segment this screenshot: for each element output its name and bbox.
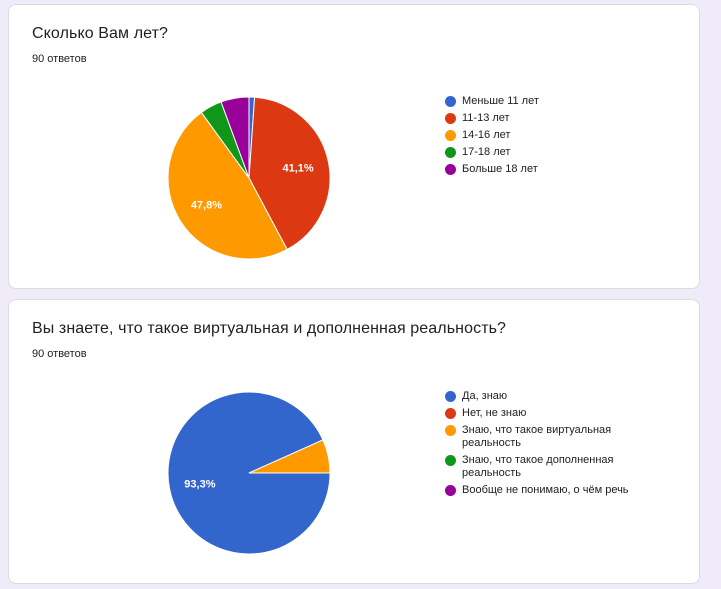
legend-item[interactable]: 14-16 лет xyxy=(445,129,642,142)
legend-label: Нет, не знаю xyxy=(462,407,527,419)
pie-slice-3[interactable] xyxy=(248,439,331,474)
response-count: 90 ответов xyxy=(32,348,87,360)
legend-item[interactable]: Больше 18 лет xyxy=(445,163,642,176)
legend-item[interactable]: Вообще не понимаю, о чём речь xyxy=(445,484,642,497)
legend-item[interactable]: Знаю, что такое виртуальная реальность xyxy=(445,424,642,450)
legend-swatch xyxy=(445,147,456,158)
legend-label: Больше 18 лет xyxy=(462,163,538,175)
legend-item[interactable]: Меньше 11 лет xyxy=(445,95,642,108)
pie-slice-label: 41,1% xyxy=(283,163,314,175)
question-card-age: Сколько Вам лет? 90 ответов 41,1% 47,8% М… xyxy=(8,4,700,289)
legend-label: Знаю, что такое дополненная реальность xyxy=(462,454,614,479)
pie-slice-5[interactable] xyxy=(220,96,250,179)
legend-swatch xyxy=(445,130,456,141)
legend-label: Меньше 11 лет xyxy=(462,95,539,107)
legend-item[interactable]: 11-13 лет xyxy=(445,112,642,125)
legend-swatch xyxy=(445,425,456,436)
question-card-vr-ar: Вы знаете, что такое виртуальная и допол… xyxy=(8,299,700,584)
legend-swatch xyxy=(445,96,456,107)
legend-item[interactable]: 17-18 лет xyxy=(445,146,642,159)
legend-item[interactable]: Нет, не знаю xyxy=(445,407,642,420)
legend-swatch xyxy=(445,391,456,402)
question-title: Вы знаете, что такое виртуальная и допол… xyxy=(32,320,507,337)
legend-swatch xyxy=(445,455,456,466)
legend-item[interactable]: Да, знаю xyxy=(445,390,642,403)
chart-legend-age: Меньше 11 лет 11-13 лет 14-16 лет 17-18 лет… xyxy=(445,95,642,180)
pie-slice-label: 93,3% xyxy=(184,478,215,490)
legend-label: Вообще не понимаю, о чём речь xyxy=(462,484,629,496)
legend-swatch xyxy=(445,113,456,124)
legend-swatch xyxy=(445,408,456,419)
question-title: Сколько Вам лет? xyxy=(32,25,169,42)
pie-slice-2[interactable] xyxy=(248,96,331,251)
legend-label: Знаю, что такое виртуальная реальность xyxy=(462,424,612,449)
pie-slice-3[interactable] xyxy=(167,111,288,260)
chart-legend-vr-ar: Да, знаю Нет, не знаю Знаю, что такое вирт… xyxy=(445,390,642,501)
pie-slice-label: 47,8% xyxy=(191,200,222,212)
legend-swatch xyxy=(445,164,456,175)
legend-label: 14-16 лет xyxy=(462,129,511,141)
pie-chart-age: 41,1% 47,8% xyxy=(167,96,331,260)
legend-label: 17-18 лет xyxy=(462,146,511,158)
response-count: 90 ответов xyxy=(32,53,87,65)
pie-chart-vr-ar: 93,3% xyxy=(167,391,331,555)
legend-swatch xyxy=(445,485,456,496)
legend-label: Да, знаю xyxy=(462,390,508,402)
legend-item[interactable]: Знаю, что такое дополненная реальность xyxy=(445,454,642,480)
legend-label: 11-13 лет xyxy=(462,112,510,124)
